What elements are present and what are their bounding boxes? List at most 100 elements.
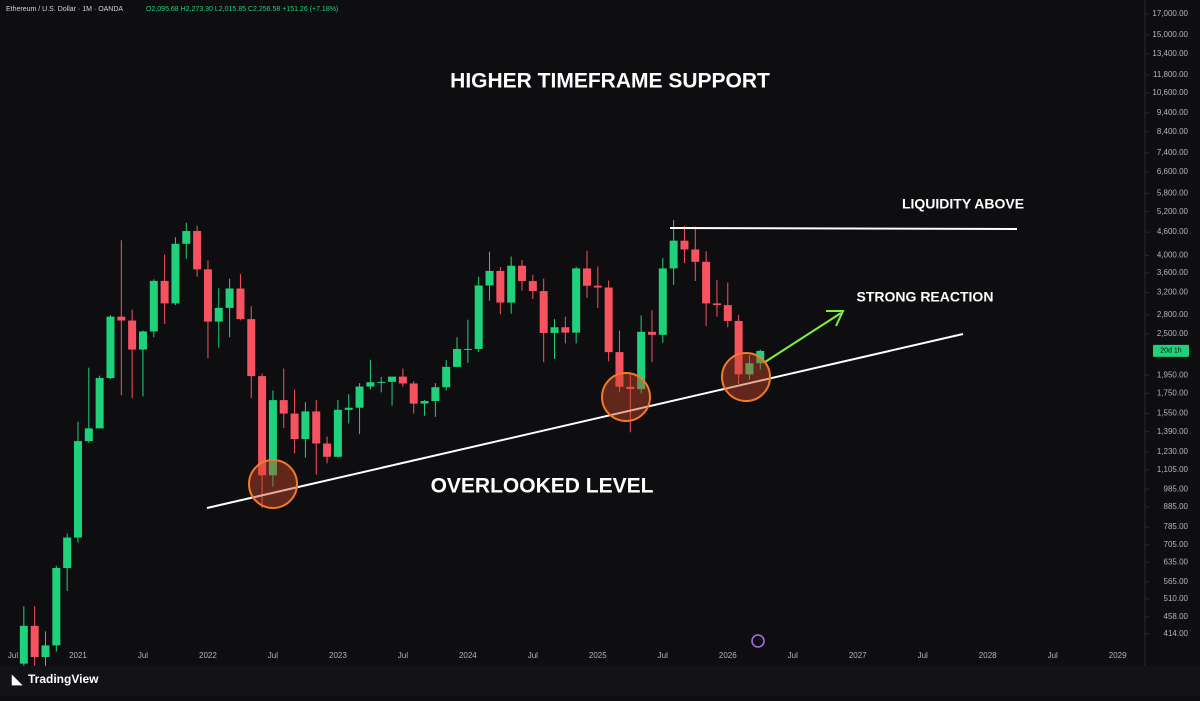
y-tick-label: 1,230.00 bbox=[1157, 447, 1189, 456]
y-tick-label: 1,950.00 bbox=[1157, 370, 1189, 379]
candle-body bbox=[539, 291, 548, 333]
candle-body bbox=[507, 265, 516, 303]
candle-body bbox=[355, 386, 364, 408]
candle-body bbox=[409, 383, 418, 404]
highlight-circle bbox=[721, 352, 771, 402]
symbol-label: Ethereum / U.S. Dollar · 1M · OANDA bbox=[6, 6, 123, 13]
candle-body bbox=[734, 320, 743, 375]
y-tick-label: 9,400.00 bbox=[1157, 108, 1189, 117]
candle-body bbox=[745, 363, 754, 375]
candle-body bbox=[582, 268, 591, 286]
candle-body bbox=[691, 249, 700, 262]
candle-body bbox=[149, 280, 158, 332]
candle-body bbox=[312, 411, 321, 444]
y-tick-label: 17,000.00 bbox=[1152, 9, 1188, 18]
candle-body bbox=[669, 240, 678, 269]
candle-body bbox=[647, 331, 656, 335]
candle-body bbox=[182, 231, 191, 244]
candle-body bbox=[30, 625, 39, 658]
price-tag bbox=[1153, 344, 1189, 357]
candle-body bbox=[398, 376, 407, 384]
y-tick-label: 10,600.00 bbox=[1152, 88, 1188, 97]
x-tick-label: Jul bbox=[8, 651, 18, 660]
x-tick-label: 2022 bbox=[199, 651, 217, 660]
annotation: OVERLOOKED LEVEL bbox=[431, 475, 654, 498]
y-tick-label: 4,600.00 bbox=[1157, 227, 1189, 236]
x-tick-label: Jul bbox=[1048, 651, 1058, 660]
candle-body bbox=[658, 268, 667, 335]
y-tick-label: 4,000.00 bbox=[1157, 251, 1189, 260]
y-tick-label: 1,105.00 bbox=[1157, 465, 1189, 474]
candle-body bbox=[442, 366, 451, 388]
y-tick-label: 8,400.00 bbox=[1157, 127, 1189, 136]
candle-body bbox=[95, 378, 104, 429]
candle-body bbox=[420, 400, 429, 404]
y-tick-label: 565.00 bbox=[1164, 577, 1189, 586]
x-tick-label: 2024 bbox=[459, 651, 477, 660]
candle-body bbox=[128, 320, 137, 350]
logo-mark: ◣ bbox=[11, 671, 23, 686]
candle-body bbox=[518, 265, 527, 282]
y-tick-label: 13,400.00 bbox=[1152, 49, 1188, 58]
candle-body bbox=[41, 645, 50, 658]
candle-body bbox=[323, 443, 332, 457]
y-tick-label: 785.00 bbox=[1164, 522, 1189, 531]
candle-body bbox=[84, 428, 93, 442]
footer-bar bbox=[0, 666, 1200, 696]
candle-body bbox=[712, 303, 721, 306]
candle-body bbox=[550, 327, 559, 333]
highlight-circle bbox=[601, 372, 651, 422]
highlight-circle bbox=[248, 459, 298, 509]
y-tick-label: 3,200.00 bbox=[1157, 288, 1189, 297]
candle-body bbox=[496, 270, 505, 303]
candle-body bbox=[723, 305, 732, 321]
price-tag-label: 20d 1h bbox=[1160, 348, 1182, 355]
x-tick-label: Jul bbox=[398, 651, 408, 660]
y-tick-label: 2,500.00 bbox=[1157, 329, 1189, 338]
y-tick-label: 705.00 bbox=[1164, 540, 1189, 549]
y-tick-label: 5,800.00 bbox=[1157, 189, 1189, 198]
x-tick-label: 2028 bbox=[979, 651, 997, 660]
ohlc-label: O2,095.68 H2,273.30 L2,015.85 C2,256.58 … bbox=[146, 6, 338, 13]
y-tick-label: 6,600.00 bbox=[1157, 167, 1189, 176]
candle-body bbox=[561, 327, 570, 333]
event-icon[interactable] bbox=[751, 634, 765, 648]
candle-body bbox=[258, 376, 267, 476]
y-tick-label: 510.00 bbox=[1164, 594, 1189, 603]
candle-body bbox=[702, 261, 711, 304]
candle-body bbox=[193, 231, 202, 270]
y-tick-label: 1,550.00 bbox=[1157, 409, 1189, 418]
chart-title: HIGHER TIMEFRAME SUPPORT bbox=[450, 70, 770, 93]
arrow-head bbox=[826, 310, 845, 327]
brand: TradingView bbox=[28, 672, 99, 686]
candle-body bbox=[160, 280, 169, 304]
y-tick-label: 7,400.00 bbox=[1157, 148, 1189, 157]
x-tick-label: 2021 bbox=[69, 651, 87, 660]
annotation: LIQUIDITY ABOVE bbox=[902, 196, 1024, 212]
candle-body bbox=[301, 411, 310, 440]
candle-body bbox=[474, 285, 483, 349]
candle-body bbox=[626, 386, 635, 390]
candle-body bbox=[203, 269, 212, 322]
candle-body bbox=[615, 352, 624, 387]
x-tick-label: Jul bbox=[918, 651, 928, 660]
candle-body bbox=[680, 240, 689, 250]
y-tick-label: 458.00 bbox=[1164, 612, 1189, 621]
x-tick-label: Jul bbox=[138, 651, 148, 660]
candle-body bbox=[333, 409, 342, 457]
candles bbox=[19, 219, 765, 684]
y-tick-label: 1,390.00 bbox=[1157, 427, 1189, 436]
candle-body bbox=[19, 625, 28, 664]
reaction-arrow bbox=[764, 312, 842, 363]
x-tick-label: 2025 bbox=[589, 651, 607, 660]
candle-body bbox=[290, 413, 299, 440]
x-tick-label: 2029 bbox=[1109, 651, 1127, 660]
candle-body bbox=[225, 288, 234, 308]
liquidity-line bbox=[669, 227, 1018, 230]
candle-body bbox=[604, 287, 613, 353]
candle-body bbox=[247, 319, 256, 377]
x-tick-label: Jul bbox=[658, 651, 668, 660]
x-tick-label: Jul bbox=[528, 651, 538, 660]
y-tick-label: 2,800.00 bbox=[1157, 310, 1189, 319]
y-tick-label: 985.00 bbox=[1164, 484, 1189, 493]
